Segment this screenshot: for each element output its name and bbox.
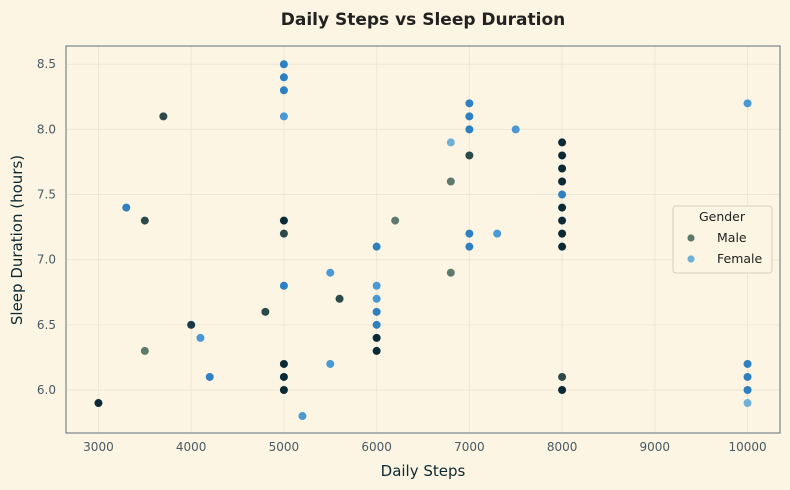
point-male [140, 346, 149, 355]
point-male [372, 333, 381, 342]
point-female [372, 281, 381, 290]
x-tick-label: 10000 [728, 440, 766, 454]
point-female [279, 60, 288, 69]
point-female [122, 203, 131, 212]
plot-area [65, 45, 781, 434]
point-male [558, 386, 567, 394]
point-male [279, 216, 288, 225]
point-female [205, 372, 214, 381]
point-female [326, 268, 335, 277]
legend: Gender Male Female [672, 205, 773, 274]
point-male [261, 307, 270, 316]
point-female [372, 242, 381, 251]
x-tick-label: 8000 [547, 440, 578, 454]
y-tick-label: 6.5 [37, 318, 56, 332]
point-male [465, 151, 474, 160]
legend-label-male: Male [717, 230, 747, 245]
point-male [279, 359, 288, 368]
point-male [159, 112, 168, 121]
point-female [743, 386, 752, 394]
point-female [465, 99, 474, 108]
point-female [465, 229, 474, 238]
point-male [372, 346, 381, 355]
y-tick-label: 7.5 [37, 188, 56, 202]
x-tick-label: 7000 [454, 440, 485, 454]
point-female [279, 112, 288, 121]
point-female [298, 412, 307, 421]
x-axis-label: Daily Steps [381, 462, 466, 480]
point-female [743, 99, 752, 108]
point-female [372, 320, 381, 329]
y-tick-label: 7.0 [37, 253, 56, 267]
legend-marker-male [687, 234, 695, 242]
point-male [279, 372, 288, 381]
point-male [558, 138, 567, 147]
point-male [558, 164, 567, 173]
point-male [558, 242, 567, 251]
point-female [465, 125, 474, 134]
point-male [94, 399, 103, 408]
x-tick-label: 9000 [640, 440, 671, 454]
plot-frame [65, 45, 781, 434]
y-axis-label: Sleep Duration (hours) [8, 155, 26, 325]
point-female [279, 73, 288, 82]
point-female [372, 307, 381, 316]
chart-title: Daily Steps vs Sleep Duration [281, 10, 565, 30]
point-male [558, 229, 567, 238]
point-male [558, 372, 567, 381]
plot-background [66, 46, 780, 433]
data-points [94, 60, 752, 421]
point-female [372, 294, 381, 303]
y-tick-label: 8.0 [37, 122, 56, 136]
point-male [140, 216, 149, 225]
point-male [558, 151, 567, 160]
x-tick-label: 3000 [83, 440, 114, 454]
legend-label-female: Female [717, 251, 763, 266]
x-tick-label: 5000 [269, 440, 300, 454]
point-male [446, 268, 455, 277]
point-male [558, 177, 567, 186]
point-female [326, 359, 335, 368]
legend-box [672, 205, 773, 274]
point-male [335, 294, 344, 303]
point-male [446, 177, 455, 186]
point-female [279, 281, 288, 290]
x-axis-ticks: 3000 4000 5000 6000 7000 8000 9000 10000 [83, 440, 766, 454]
point-female [446, 138, 455, 147]
point-male [187, 320, 196, 329]
legend-title: Gender [699, 209, 746, 224]
legend-marker-female [687, 255, 695, 263]
point-male [558, 203, 567, 212]
point-female [511, 125, 520, 134]
point-female [465, 242, 474, 251]
point-female [493, 229, 502, 238]
point-female [196, 333, 205, 342]
y-tick-label: 6.0 [37, 383, 56, 397]
y-tick-label: 8.5 [37, 57, 56, 71]
point-female [558, 190, 567, 199]
x-tick-label: 6000 [361, 440, 392, 454]
point-male [391, 216, 400, 225]
point-female [743, 359, 752, 368]
point-female [465, 112, 474, 121]
point-female [279, 86, 288, 95]
point-female [743, 399, 752, 408]
y-axis-ticks: 6.0 6.5 7.0 7.5 8.0 8.5 [37, 57, 56, 397]
x-tick-label: 4000 [176, 440, 207, 454]
point-male [279, 229, 288, 238]
point-male [558, 216, 567, 225]
point-male [279, 386, 288, 394]
point-female [743, 372, 752, 381]
